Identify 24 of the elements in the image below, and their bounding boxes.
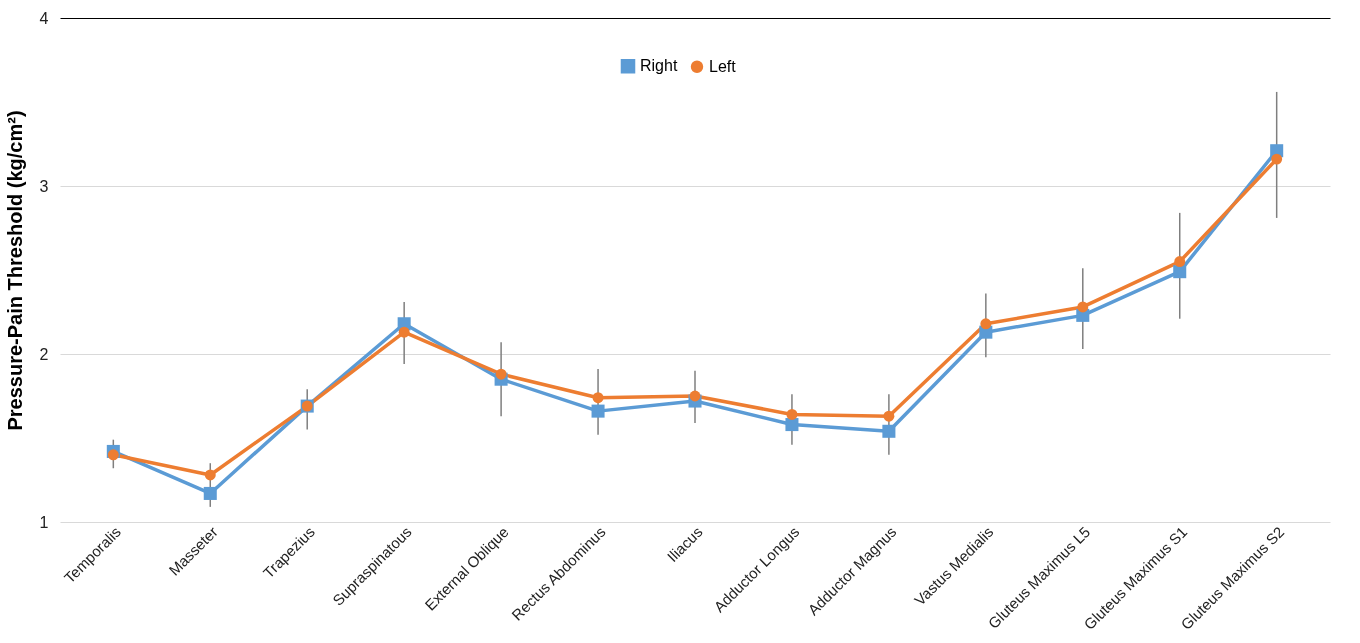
point [398, 326, 410, 338]
point [592, 392, 604, 404]
point [107, 449, 119, 461]
y-tick-label: 4 [39, 9, 49, 27]
point [785, 418, 799, 432]
point [495, 368, 507, 380]
y-tick-label: 1 [39, 513, 49, 531]
point [1173, 265, 1187, 279]
y-axis-title: Pressure-Pain Threshold (kg/cm²) [3, 110, 26, 431]
point [1077, 301, 1089, 313]
point [786, 409, 798, 420]
point [204, 469, 216, 481]
legend-label: Left [709, 57, 737, 75]
point [980, 318, 992, 330]
legend-label: Right [640, 57, 678, 75]
point [1174, 256, 1186, 268]
y-tick-label: 3 [39, 177, 49, 195]
point [203, 486, 217, 500]
y-tick-label: 2 [39, 345, 49, 363]
point [1271, 153, 1283, 165]
point [591, 404, 605, 418]
point [882, 424, 896, 438]
point [883, 410, 895, 422]
point [689, 390, 701, 402]
